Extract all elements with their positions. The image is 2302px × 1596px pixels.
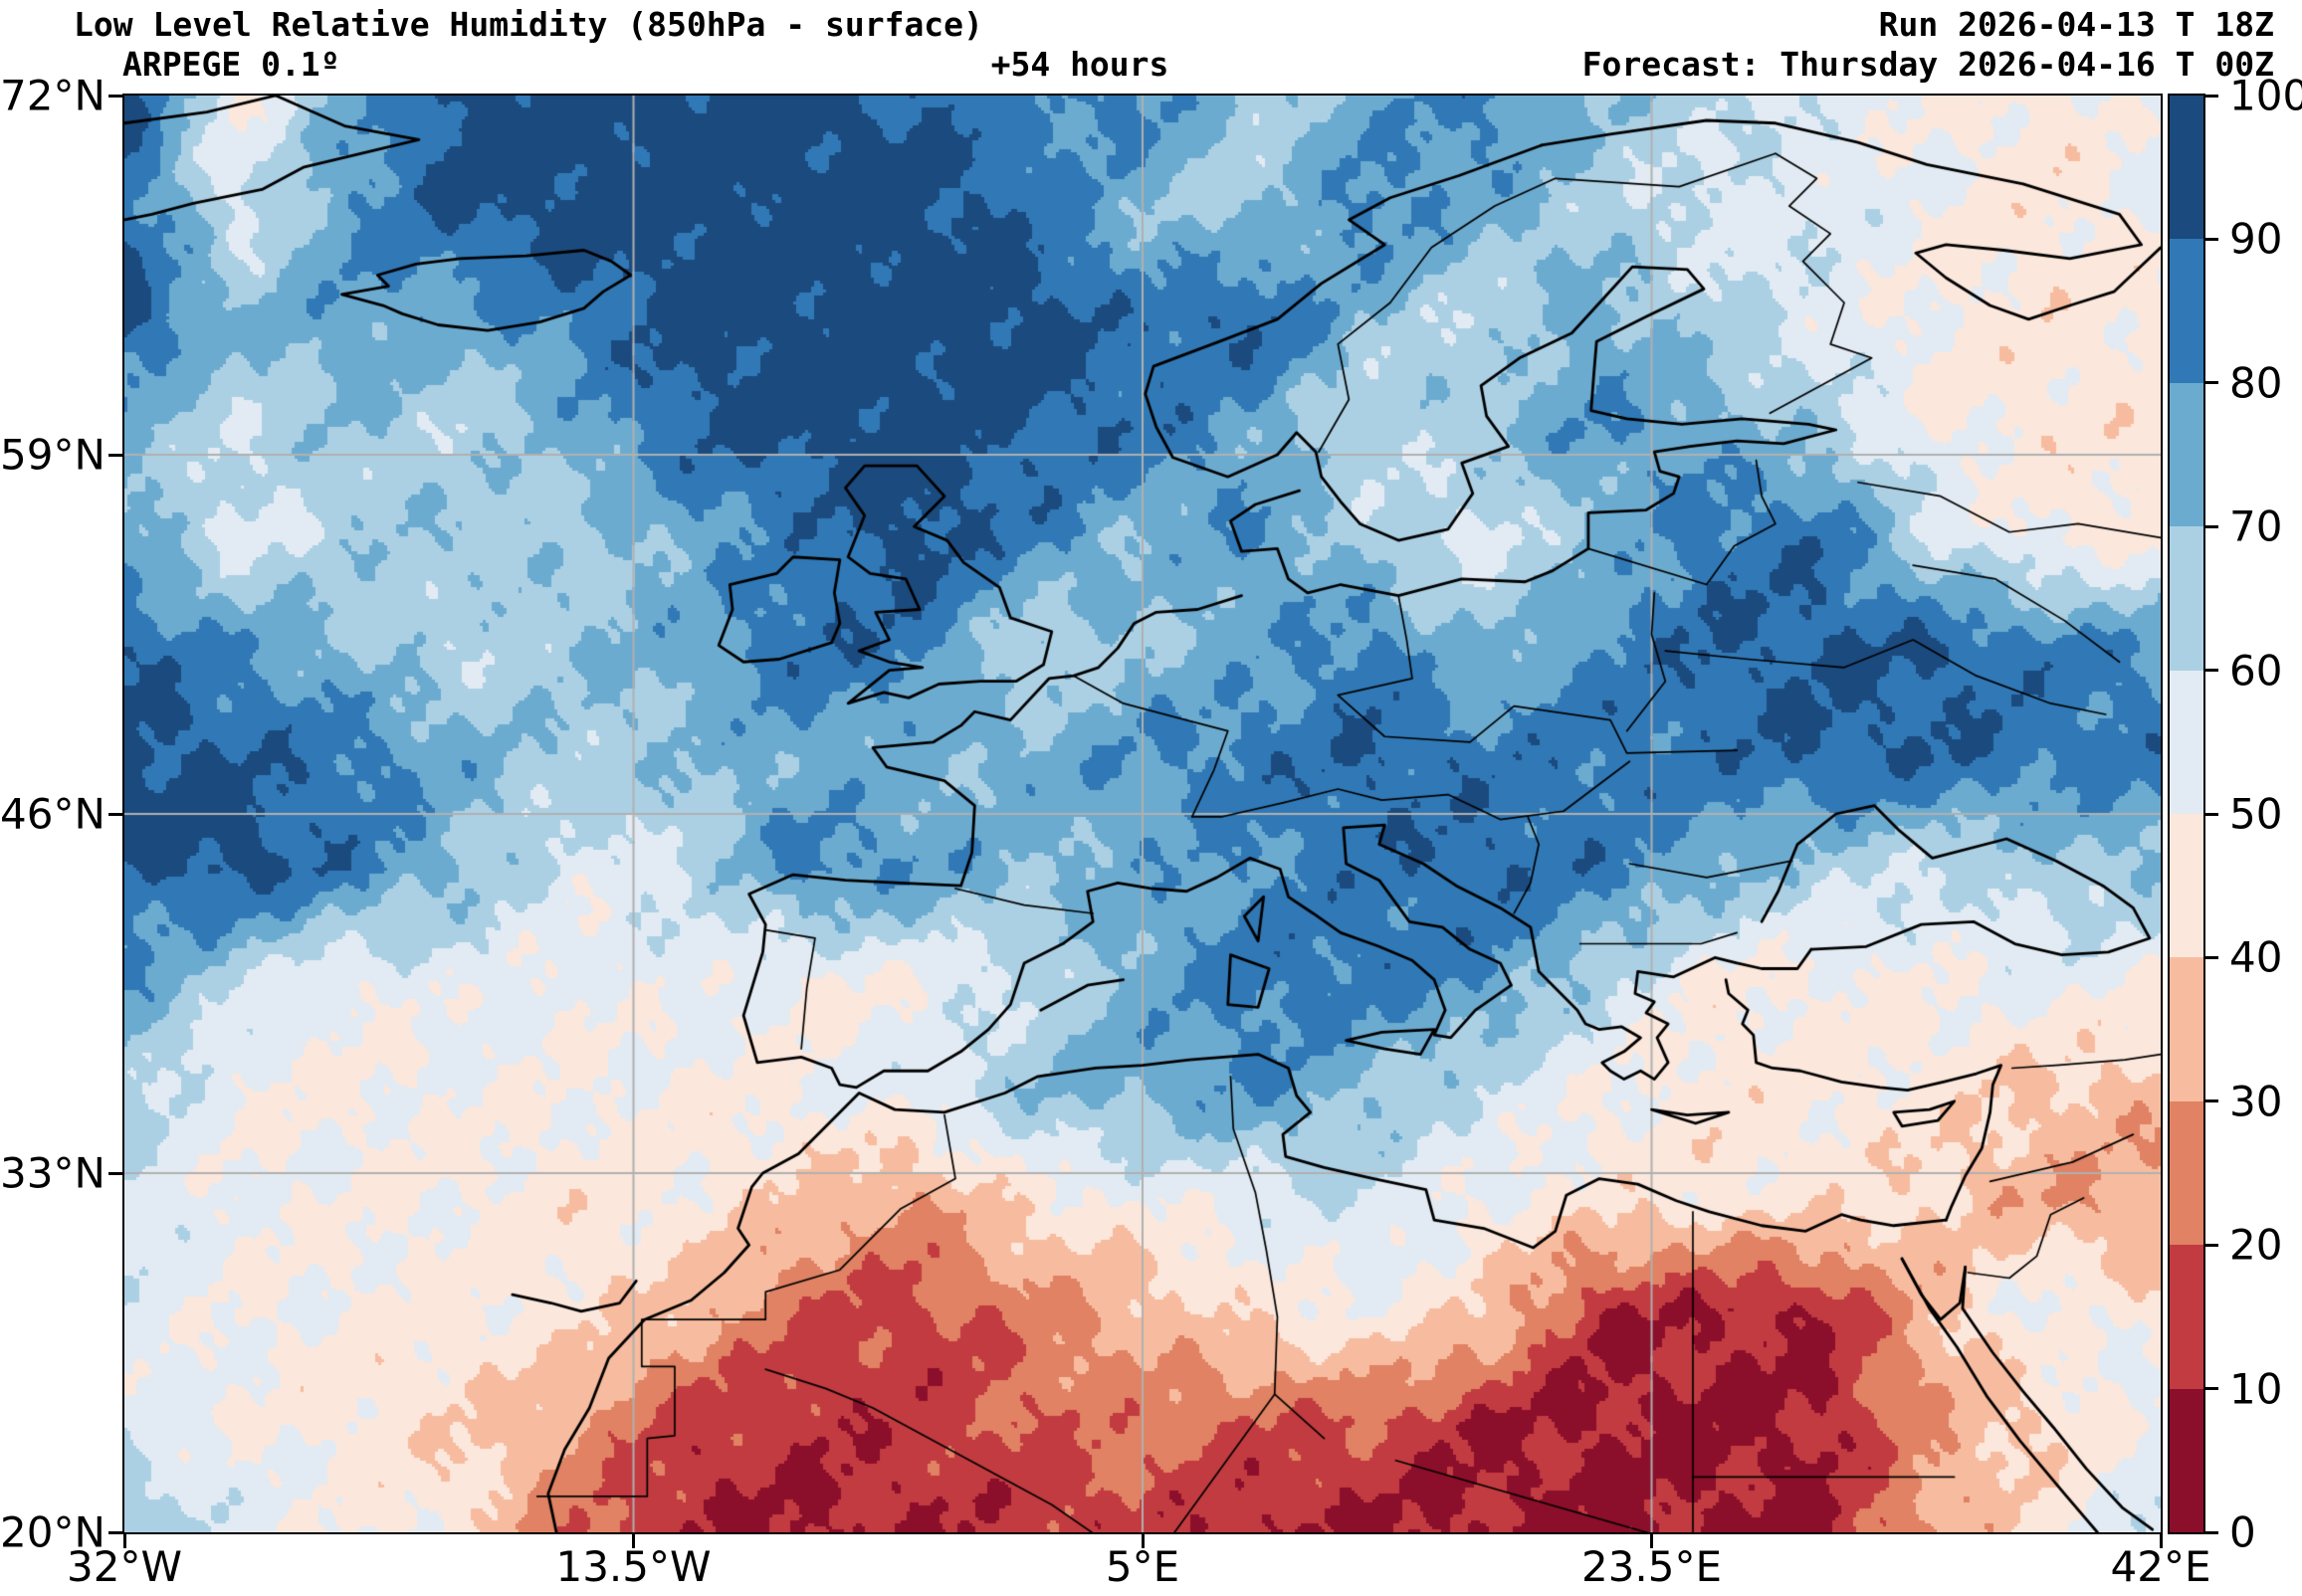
colorbar-tick-label: 70 xyxy=(2229,501,2283,551)
colorbar-tick-label: 90 xyxy=(2229,214,2283,264)
run-timestamp-label: Run 2026-04-13 T 18Z xyxy=(1878,5,2274,44)
colorbar-segment xyxy=(2170,239,2203,383)
y-tick-label: 20°N xyxy=(0,1507,105,1557)
model-label: ARPEGE 0.1º xyxy=(122,45,340,84)
colorbar-segment xyxy=(2170,814,2203,958)
x-tick-mark xyxy=(2159,1534,2163,1548)
x-tick-mark xyxy=(122,1534,126,1548)
y-tick-label: 59°N xyxy=(0,430,105,480)
colorbar-tick-mark xyxy=(2205,955,2218,959)
colorbar-tick-label: 60 xyxy=(2229,646,2283,696)
colorbar-tick-mark xyxy=(2205,1099,2218,1103)
colorbar-tick-label: 40 xyxy=(2229,932,2283,982)
x-tick-label: 5°E xyxy=(1105,1542,1180,1591)
colorbar-tick-label: 10 xyxy=(2229,1364,2283,1414)
colorbar-tick-mark xyxy=(2205,237,2218,241)
colorbar-segment xyxy=(2170,96,2203,240)
y-tick-label: 46°N xyxy=(0,789,105,839)
colorbar-tick-label: 20 xyxy=(2229,1220,2283,1270)
y-tick-mark xyxy=(108,94,122,98)
x-tick-mark xyxy=(632,1534,635,1548)
colorbar-tick-mark xyxy=(2205,1243,2218,1247)
y-tick-label: 72°N xyxy=(0,71,105,120)
colorbar xyxy=(2168,94,2205,1534)
colorbar-tick-mark xyxy=(2205,524,2218,528)
colorbar-tick-label: 80 xyxy=(2229,358,2283,408)
colorbar-tick-label: 30 xyxy=(2229,1077,2283,1126)
colorbar-segment xyxy=(2170,1245,2203,1389)
forecast-valid-label: Forecast: Thursday 2026-04-16 T 00Z xyxy=(1581,45,2274,84)
colorbar-segment xyxy=(2170,526,2203,671)
humidity-field-canvas xyxy=(124,96,2161,1532)
y-tick-mark xyxy=(108,812,122,816)
map-plot-area xyxy=(122,94,2163,1534)
x-tick-mark xyxy=(1141,1534,1145,1548)
y-tick-label: 33°N xyxy=(0,1148,105,1198)
colorbar-segment xyxy=(2170,1388,2203,1533)
colorbar-tick-label: 0 xyxy=(2229,1507,2256,1557)
figure-title: Low Level Relative Humidity (850hPa - su… xyxy=(74,5,983,44)
colorbar-tick-mark xyxy=(2205,94,2218,98)
forecast-hour-label: +54 hours xyxy=(990,45,1169,84)
colorbar-segment xyxy=(2170,1100,2203,1246)
colorbar-tick-mark xyxy=(2205,1530,2218,1534)
colorbar-tick-label: 100 xyxy=(2229,71,2302,120)
x-tick-mark xyxy=(1650,1534,1653,1548)
x-tick-label: 23.5°E xyxy=(1580,1542,1723,1591)
x-tick-label: 42°E xyxy=(2110,1542,2211,1591)
colorbar-tick-mark xyxy=(2205,1387,2218,1391)
colorbar-segment xyxy=(2170,670,2203,815)
y-tick-mark xyxy=(108,453,122,457)
colorbar-tick-mark xyxy=(2205,669,2218,673)
colorbar-tick-mark xyxy=(2205,381,2218,385)
colorbar-tick-label: 50 xyxy=(2229,789,2283,839)
x-tick-label: 32°W xyxy=(67,1542,182,1591)
colorbar-tick-mark xyxy=(2205,812,2218,816)
y-tick-mark xyxy=(108,1171,122,1175)
colorbar-segment xyxy=(2170,957,2203,1101)
y-tick-mark xyxy=(108,1530,122,1534)
colorbar-segment xyxy=(2170,382,2203,527)
x-tick-label: 13.5°W xyxy=(555,1542,712,1591)
